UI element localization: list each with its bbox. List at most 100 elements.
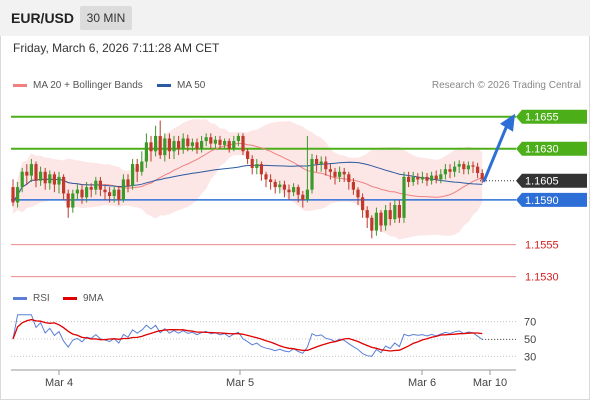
candle-body — [154, 135, 158, 152]
rsi-ma-line — [12, 318, 483, 352]
candle-body — [411, 176, 415, 182]
candle-body — [200, 141, 204, 149]
candle-body — [126, 179, 130, 186]
candle-body — [342, 171, 346, 175]
candle-body — [466, 165, 470, 170]
rsi-swatch — [13, 297, 27, 300]
candle-body — [71, 193, 75, 208]
candle-body — [241, 135, 245, 152]
currency-pair: EUR/USD — [11, 10, 75, 26]
candle-body — [384, 210, 388, 226]
candle-body — [16, 187, 20, 203]
time-tick-label: Mar 4 — [45, 377, 73, 389]
candle-body — [246, 151, 250, 159]
candle-body — [121, 179, 125, 200]
candle-body — [259, 164, 263, 175]
candle-body — [264, 174, 268, 180]
candle-body — [112, 189, 116, 197]
credit-text: Research © 2026 Trading Central — [431, 80, 581, 91]
forecast-arrow-head — [500, 113, 515, 132]
candle-body — [25, 171, 29, 176]
candle-body — [144, 142, 148, 162]
candle-body — [255, 164, 259, 168]
candle-body — [480, 173, 484, 180]
candle-body — [278, 184, 282, 188]
candle-body — [213, 139, 217, 144]
candle-body — [131, 164, 135, 186]
candle-body — [439, 174, 443, 180]
candle-body — [89, 187, 93, 190]
candle-body — [52, 174, 56, 185]
candle-body — [158, 135, 162, 156]
legend-ma50: MA 50 — [157, 80, 205, 91]
level-tag-1.1590 — [516, 192, 587, 207]
candle-body — [305, 189, 309, 200]
level-label-1.1630: 1.1630 — [525, 144, 559, 156]
candle-body — [476, 166, 480, 174]
candle-body — [250, 158, 254, 168]
candle-body — [402, 176, 406, 218]
candle-body — [209, 137, 213, 144]
candle-body — [425, 176, 429, 181]
legend-rsi: RSI — [13, 293, 50, 304]
candle-body — [43, 171, 47, 184]
candle-body — [338, 171, 342, 177]
level-label-1.1590: 1.1590 — [525, 195, 559, 207]
candle-body — [29, 164, 33, 176]
candle-body — [62, 176, 66, 194]
candle-body — [218, 139, 222, 145]
candle-body — [34, 164, 38, 181]
level-tag-1.1655 — [516, 109, 587, 124]
level-tag-1.1630 — [516, 141, 587, 156]
legend-rsi-ma: 9MA — [63, 293, 104, 304]
candle-body — [319, 161, 323, 165]
candle-body — [140, 161, 144, 172]
candle-body — [361, 197, 365, 211]
candle-body — [301, 194, 305, 200]
candle-body — [448, 169, 452, 172]
candle-body — [57, 176, 61, 185]
candle-body — [292, 187, 296, 193]
candle-body — [80, 189, 84, 198]
candle-body — [39, 171, 43, 181]
time-tick-label: Mar 5 — [226, 377, 254, 389]
ma50-swatch — [157, 84, 171, 87]
rsi-tick-label: 50 — [524, 334, 536, 346]
candle-body — [347, 174, 351, 182]
candle-body — [149, 142, 153, 152]
level-label-1.1555: 1.1555 — [525, 240, 559, 252]
bollinger-band-area — [13, 119, 483, 240]
candle-body — [66, 193, 70, 208]
candle-body — [397, 205, 401, 218]
candle-body — [443, 169, 447, 175]
candle-body — [393, 205, 397, 220]
candle-body — [181, 138, 185, 149]
candle-body — [94, 180, 98, 190]
forecast-arrow-shaft — [482, 126, 508, 183]
candle-body — [273, 181, 277, 188]
candle-body — [374, 212, 378, 231]
rsi-label: RSI — [33, 293, 50, 304]
timestamp: Friday, March 6, 2026 7:11:28 AM CET — [13, 41, 220, 55]
candle-body — [333, 171, 337, 177]
candle-body — [379, 212, 383, 226]
candle-body — [236, 135, 240, 142]
candle-body — [167, 138, 171, 152]
candle-body — [75, 189, 79, 194]
candle-body — [356, 189, 360, 198]
level-label-1.1530: 1.1530 — [525, 272, 559, 284]
candle-body — [186, 138, 190, 147]
candle-body — [282, 184, 286, 190]
candle-body — [453, 166, 457, 172]
timeframe-badge[interactable]: 30 MIN — [80, 6, 132, 30]
candle-body — [434, 175, 438, 180]
ma20-swatch — [13, 84, 27, 87]
candle-body — [328, 169, 332, 172]
level-label-1.1605: 1.1605 — [525, 176, 559, 188]
candle-body — [190, 142, 194, 147]
candle-body — [98, 180, 102, 190]
candle-body — [204, 137, 208, 142]
candle-body — [296, 187, 300, 195]
legend-ma20: MA 20 + Bollinger Bands — [13, 80, 143, 91]
